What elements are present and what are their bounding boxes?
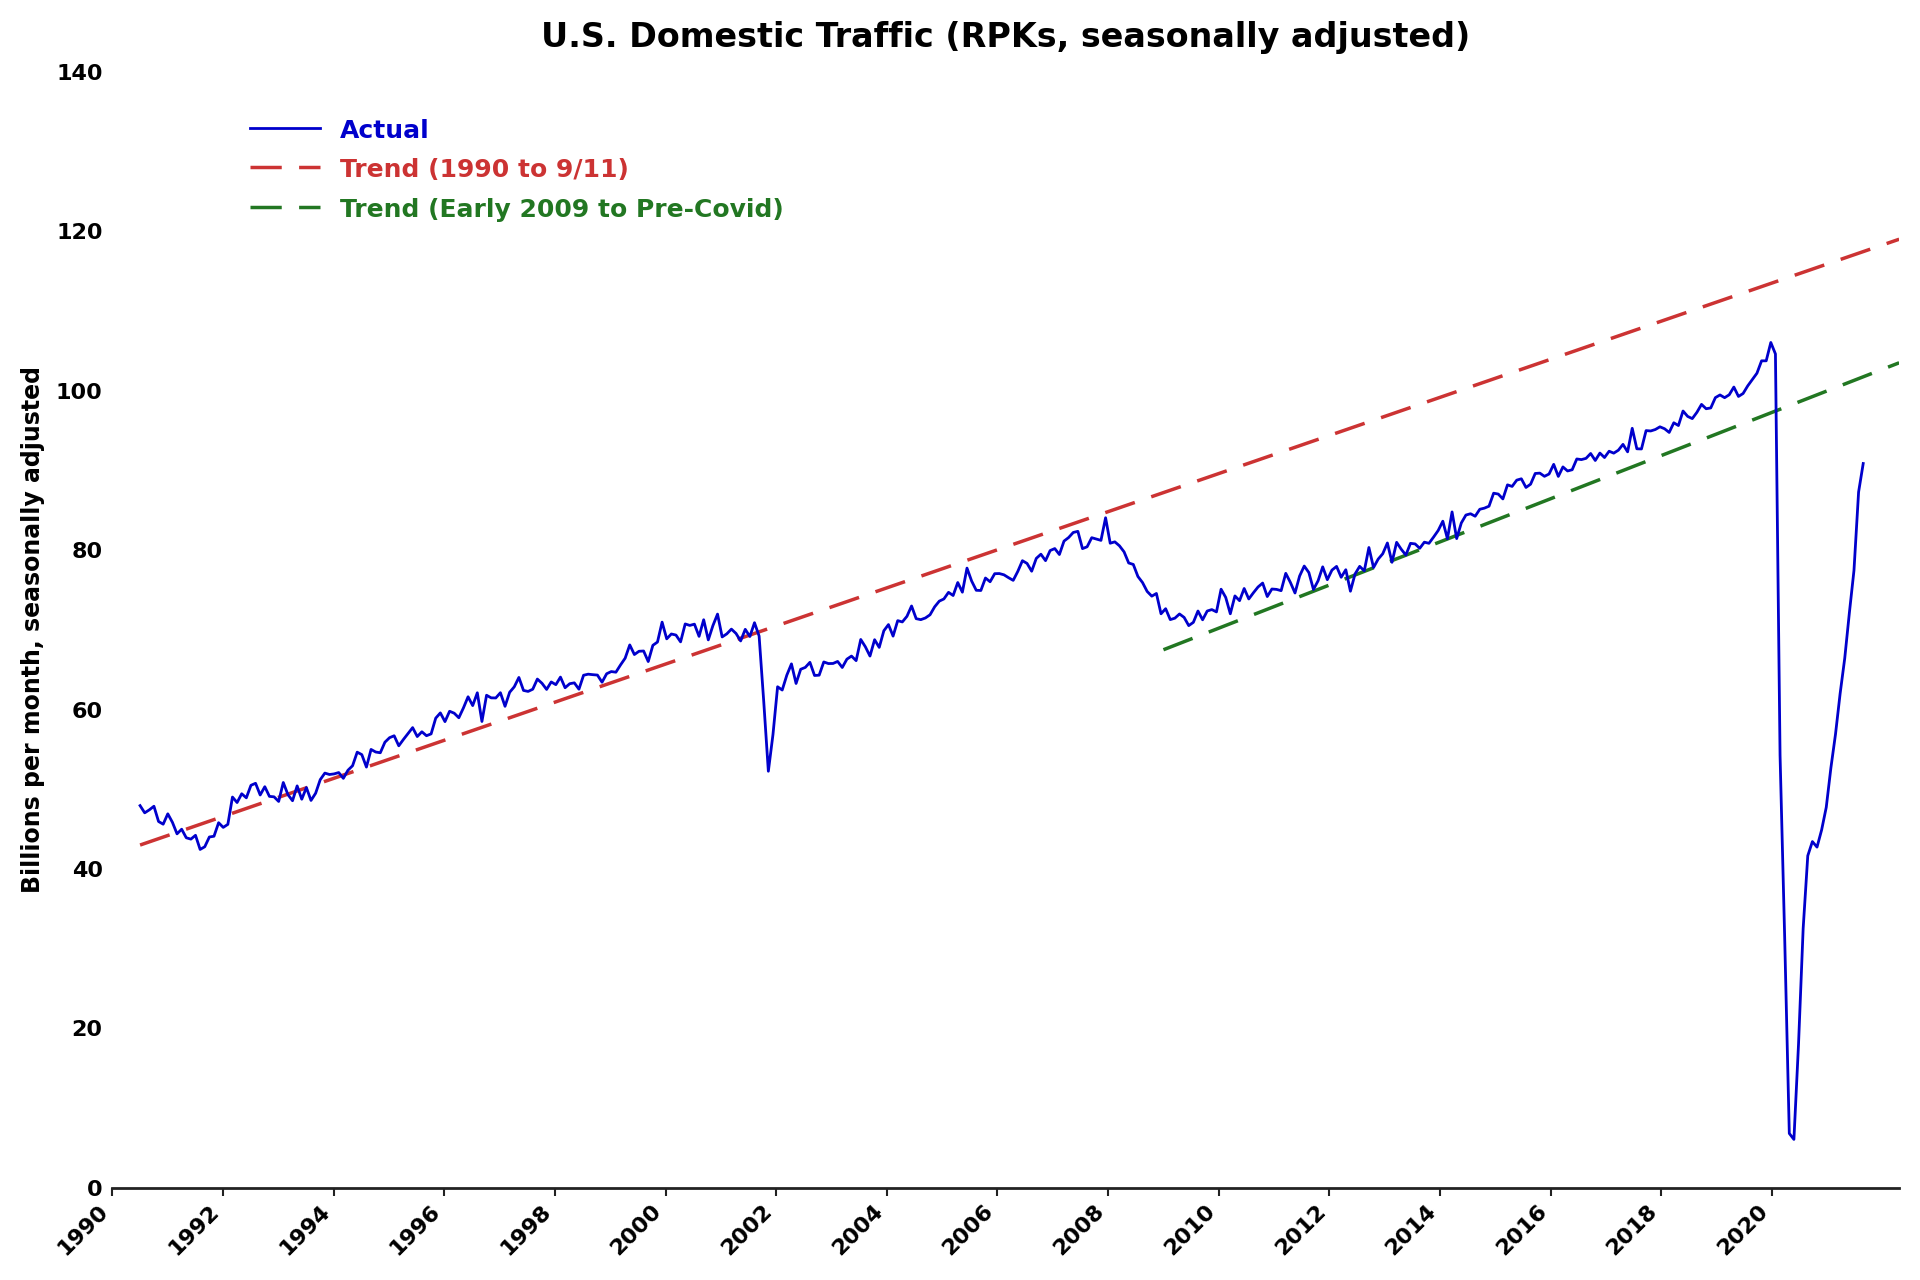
Y-axis label: Billions per month, seasonally adjusted: Billions per month, seasonally adjusted — [21, 366, 44, 893]
Title: U.S. Domestic Traffic (RPKs, seasonally adjusted): U.S. Domestic Traffic (RPKs, seasonally … — [541, 20, 1471, 54]
Legend: Actual, Trend (1990 to 9/11), Trend (Early 2009 to Pre-Covid): Actual, Trend (1990 to 9/11), Trend (Ear… — [250, 118, 783, 221]
